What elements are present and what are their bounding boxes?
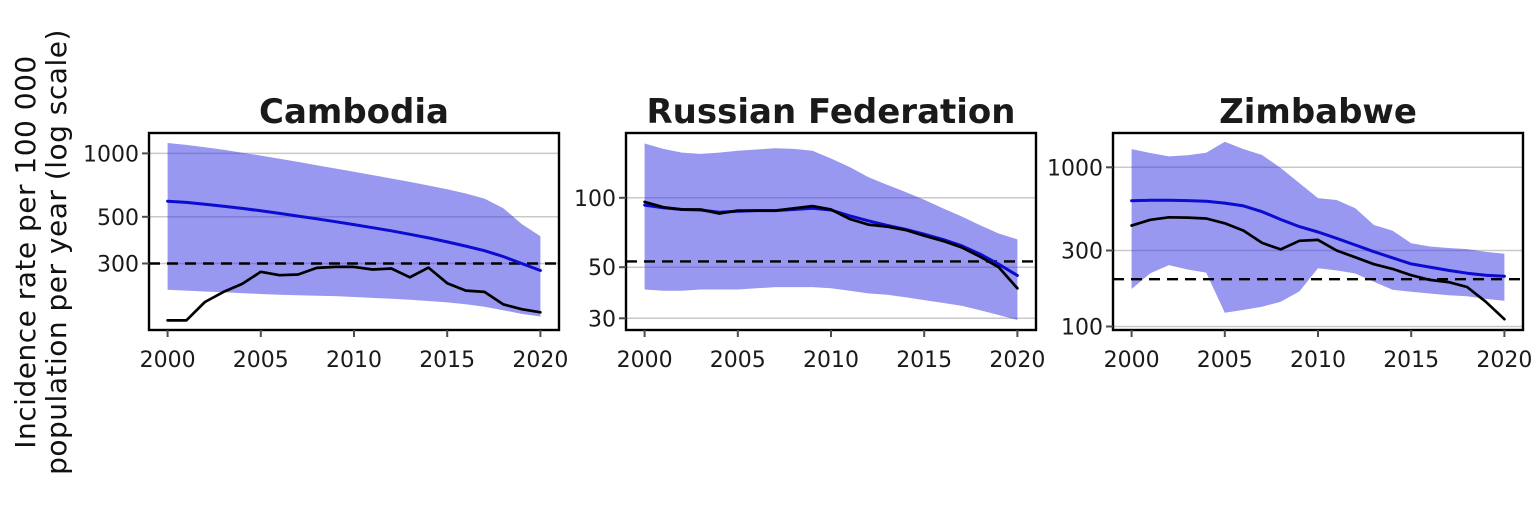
- y-tick-label: 300: [1061, 240, 1103, 265]
- y-tick-label: 100: [1061, 316, 1103, 341]
- estimate-line: [1130, 198, 1506, 278]
- y-axis-title-line1: Incidence rate per 100 000: [9, 55, 42, 449]
- estimate-line: [166, 199, 542, 272]
- x-tick-label: 2000: [617, 348, 673, 373]
- y-tick-label: 50: [588, 256, 616, 281]
- x-tick-label: 2010: [1290, 348, 1346, 373]
- x-tick-label: 2020: [989, 348, 1045, 373]
- y-tick-label: 1000: [83, 142, 139, 167]
- facet-title: Russian Federation: [647, 92, 1016, 132]
- x-tick-label: 2005: [1197, 348, 1253, 373]
- y-tick-label: 300: [97, 253, 139, 278]
- y-tick-label: 30: [588, 307, 616, 332]
- y-tick-label: 500: [97, 206, 139, 231]
- facet-cambodia: 1000 500 300 2000 2005 2010 2015 2020 Cambodia: [83, 85, 568, 385]
- facet-zimbabwe: 1000 300 100 2000 2005 2010 2015 2020 Zimbabwe: [1047, 85, 1532, 385]
- y-axis-title: Incidence rate per 100 000 population pe…: [9, 29, 73, 475]
- notifications-line: [166, 265, 542, 322]
- x-tick-label: 2020: [1476, 348, 1532, 373]
- x-tick-label: 2015: [896, 348, 952, 373]
- x-tick-label: 2015: [419, 348, 475, 373]
- y-tick-label: 100: [574, 187, 616, 212]
- facet-chart: 1000 500 300 2000 2005 2010 2015 2020 Cambodia: [83, 92, 568, 373]
- x-tick-label: 2000: [140, 348, 196, 373]
- facet-title: Zimbabwe: [1219, 92, 1417, 132]
- y-axis-title-line2: population per year (log scale): [40, 29, 73, 475]
- x-tick-label: 2015: [1383, 348, 1439, 373]
- x-tick-label: 2000: [1104, 348, 1160, 373]
- uncertainty-ribbon: [644, 143, 1018, 320]
- uncertainty-ribbon: [1131, 141, 1505, 313]
- notifications-line: [643, 200, 1019, 290]
- facet-title: Cambodia: [259, 92, 449, 132]
- x-tick-label: 2005: [233, 348, 289, 373]
- x-tick-label: 2010: [803, 348, 859, 373]
- x-tick-label: 2005: [710, 348, 766, 373]
- x-tick-label: 2020: [512, 348, 568, 373]
- y-tick-label: 1000: [1047, 156, 1103, 181]
- facet-russian-federation: 100 50 30 2000 2005 2010 2015 2020 Russian Feder…: [566, 85, 1045, 385]
- notifications-line: [1130, 215, 1506, 321]
- x-tick-label: 2010: [326, 348, 382, 373]
